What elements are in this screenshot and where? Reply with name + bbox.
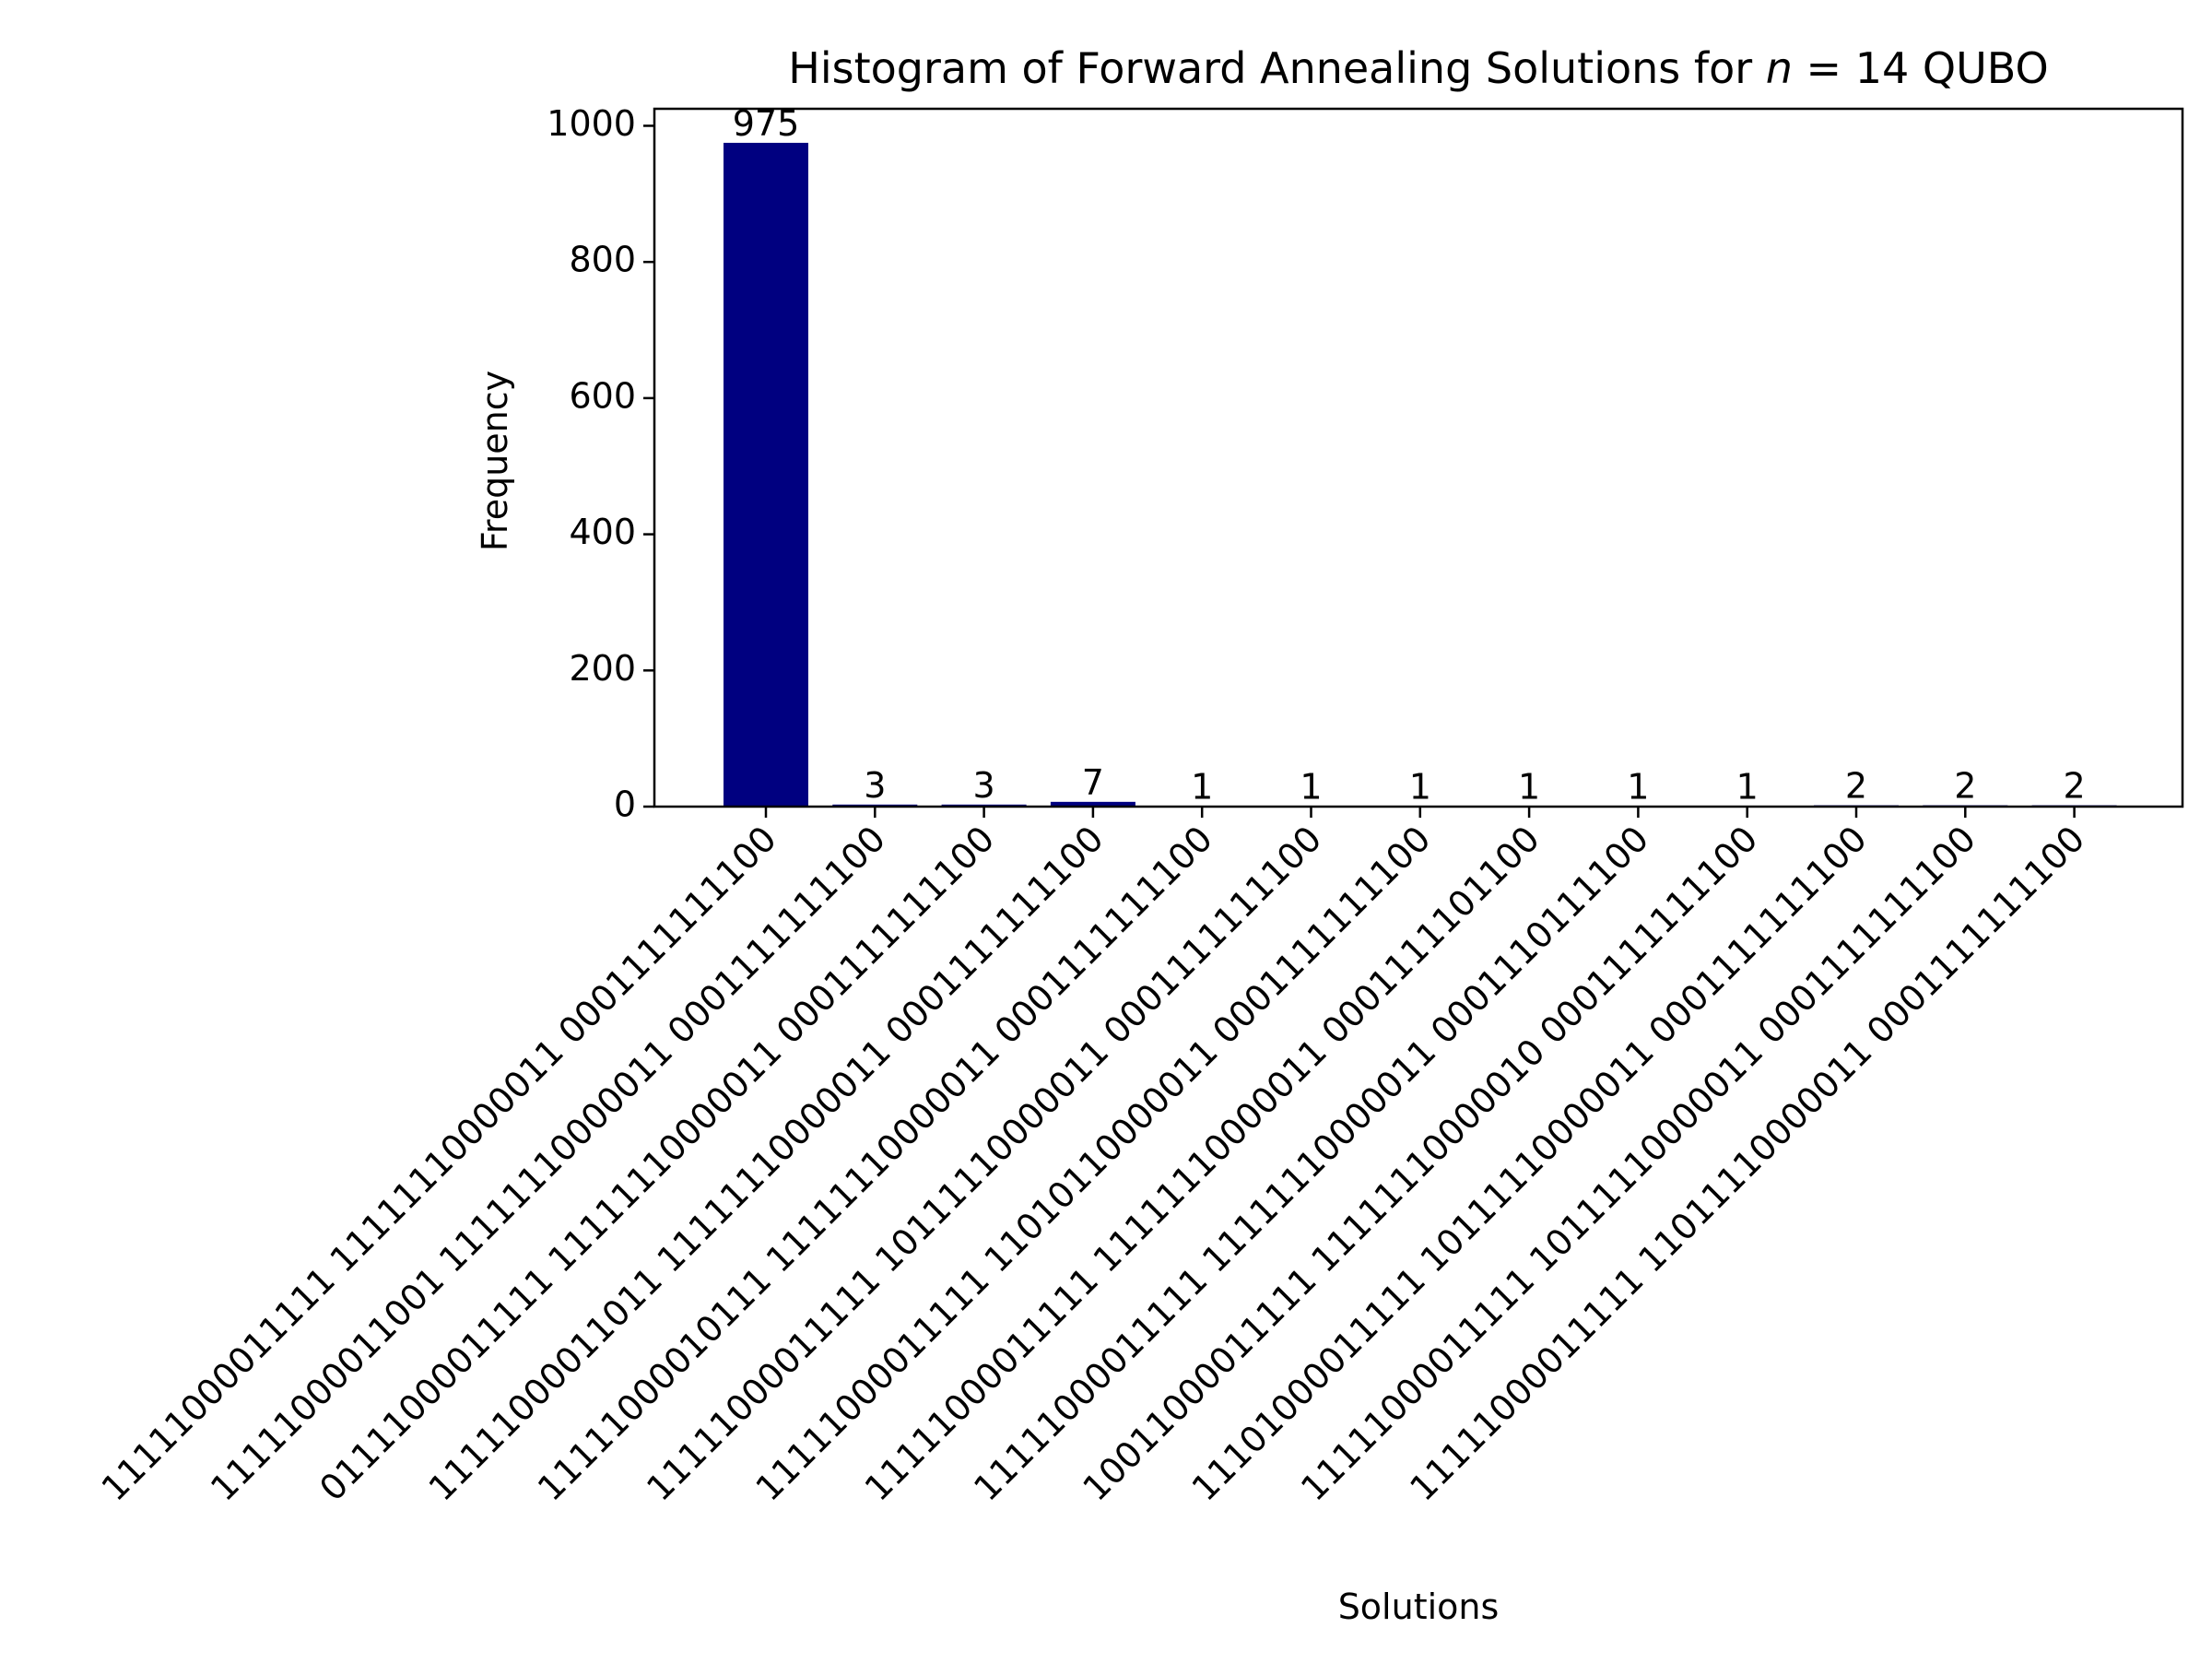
y-tick-label: 200 [569,648,636,689]
bar [1050,801,1135,807]
y-axis-label: Frequency [475,371,515,551]
bar [724,142,808,808]
bar-value-label: 2 [2064,766,2086,807]
bar-value-label: 1 [1736,766,1759,807]
bar-value-label: 2 [1954,766,1976,807]
bar-value-label: 1 [1191,766,1213,807]
bar-value-label: 3 [973,765,995,806]
y-tick-label: 400 [569,512,636,552]
chart-title: Histogram of Forward Annealing Solutions… [788,43,2048,93]
bar-value-label: 2 [1845,766,1867,807]
bar-value-label: 1 [1518,766,1540,807]
bar-value-label: 1 [1300,766,1322,807]
y-tick-label: 1000 [547,103,636,144]
bar-value-label: 975 [733,103,800,144]
x-axis-label: Solutions [1338,1586,1500,1627]
bar-value-label: 1 [1409,766,1431,807]
plot-frame [653,107,2184,808]
y-tick-label: 600 [569,375,636,416]
bar-value-label: 7 [1082,762,1104,803]
bar-value-label: 3 [864,765,886,806]
y-tick-label: 800 [569,240,636,280]
bar-value-label: 1 [1627,766,1649,807]
y-tick-label: 0 [614,784,636,825]
